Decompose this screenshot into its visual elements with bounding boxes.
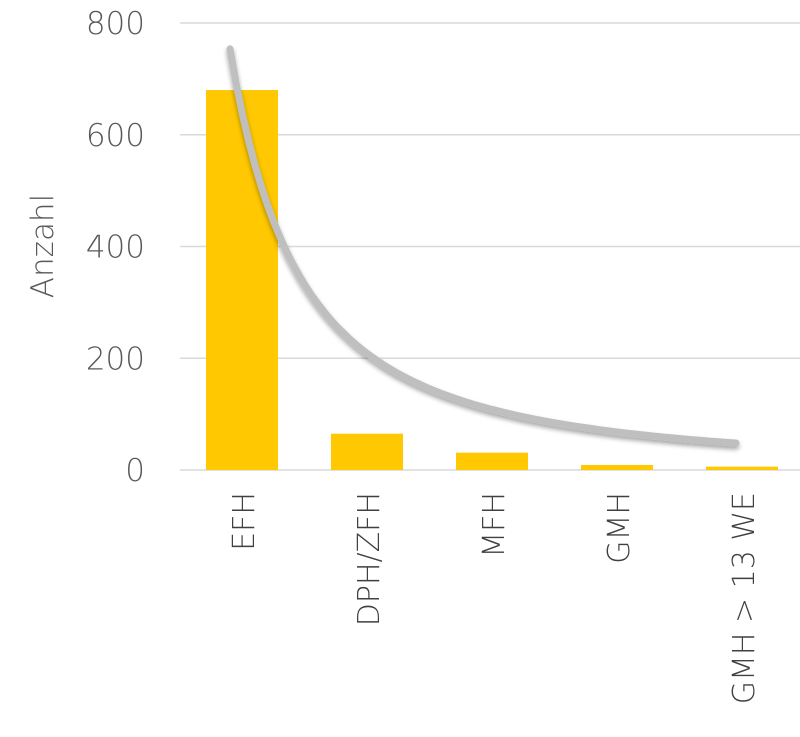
x-category-label: DPH/ZFH [352,492,387,626]
bars [206,90,778,471]
x-category-label: MFH [477,492,512,558]
y-tick-label: 400 [86,230,145,266]
bar [206,90,278,471]
y-tick-label: 800 [86,6,145,42]
bar [331,433,403,470]
y-axis-tick-labels: 0 200 400 600 800 [86,6,145,489]
y-tick-label: 600 [86,118,145,154]
y-tick-label: 200 [86,341,145,377]
x-category-label: GMH > 13 WE [727,492,762,704]
bar [456,452,528,470]
bar [706,466,778,470]
y-tick-label: 0 [125,453,145,489]
x-axis-category-labels: EFH DPH/ZFH MFH GMH GMH > 13 WE [227,492,762,704]
trendline [226,45,740,447]
trendline-path [226,45,740,447]
bar [581,464,653,470]
x-category-label: GMH [602,492,637,564]
y-axis-title: Anzahl [25,194,61,298]
x-category-label: EFH [227,492,262,551]
